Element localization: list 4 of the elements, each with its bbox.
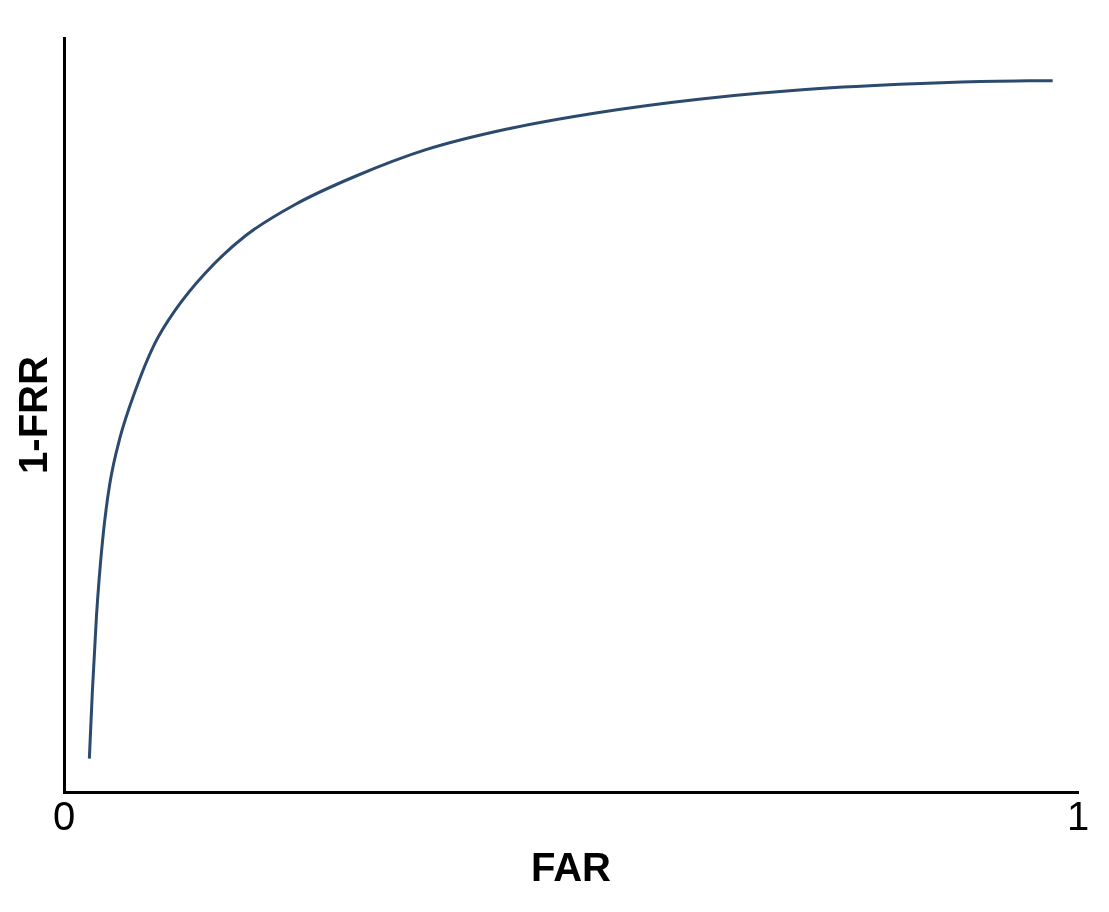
y-axis-title: 1-FRR: [11, 356, 56, 474]
x-tick-label: 1: [1066, 794, 1090, 839]
x-tick-label: 0: [52, 794, 76, 839]
x-axis-title: FAR: [531, 845, 612, 890]
